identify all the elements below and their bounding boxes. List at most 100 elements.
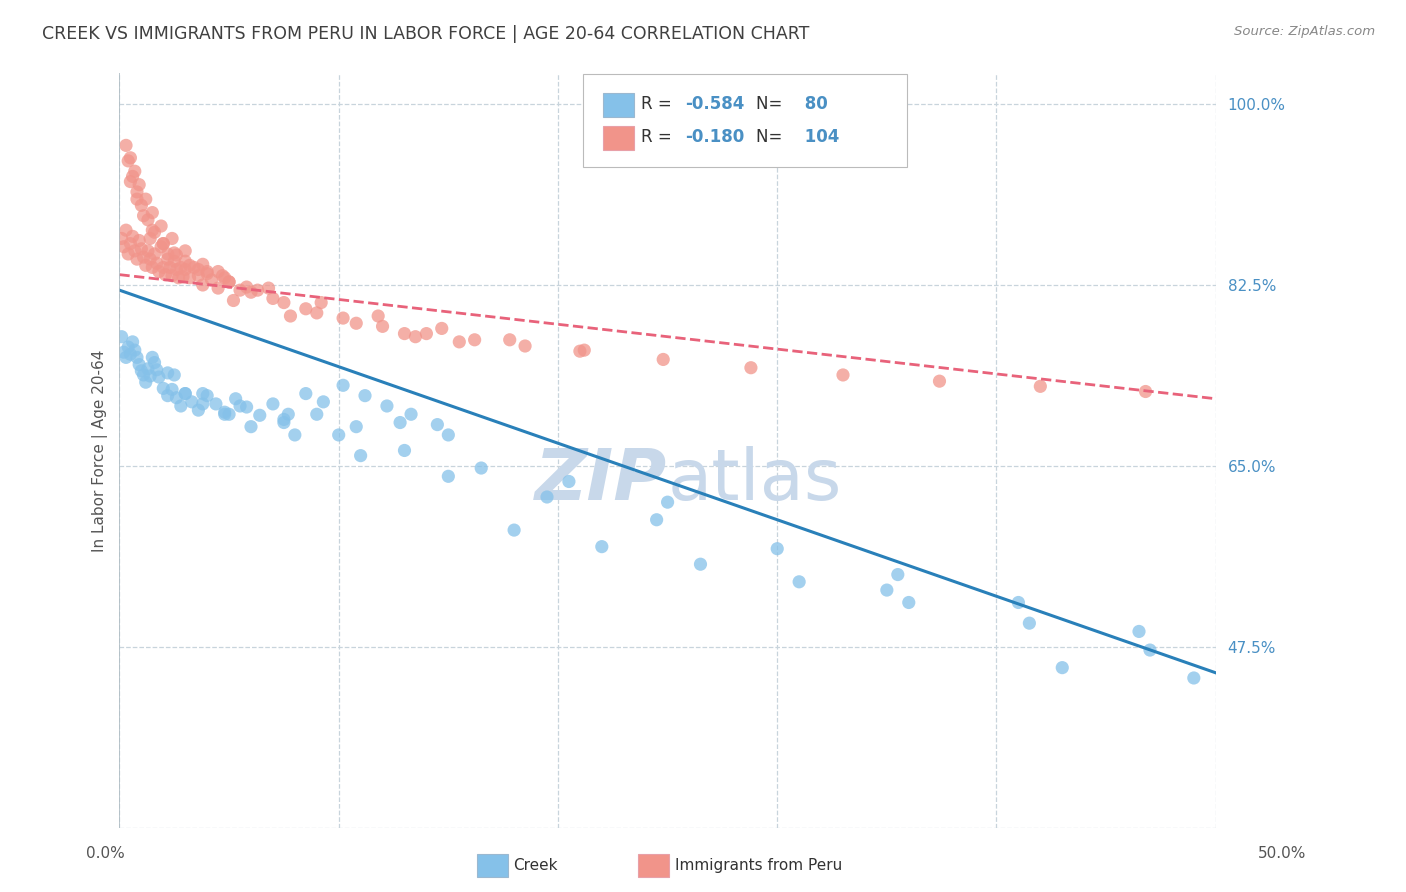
Point xyxy=(112,240,135,254)
Point xyxy=(536,490,558,504)
Point xyxy=(1029,379,1052,393)
Point xyxy=(415,326,437,341)
Point xyxy=(273,416,295,430)
Point xyxy=(121,229,143,244)
Point xyxy=(191,397,214,411)
Point xyxy=(200,273,222,287)
Point xyxy=(145,363,167,377)
Point xyxy=(115,138,138,153)
Point xyxy=(125,192,148,206)
Point xyxy=(143,225,166,239)
Point xyxy=(128,234,150,248)
Point xyxy=(214,405,236,419)
Point xyxy=(163,368,186,382)
Point xyxy=(464,333,486,347)
Point xyxy=(832,368,855,382)
Point xyxy=(240,419,263,434)
Point xyxy=(141,351,163,365)
Point xyxy=(235,400,257,414)
Point xyxy=(143,247,166,261)
Point xyxy=(191,386,214,401)
Point xyxy=(328,428,350,442)
Point xyxy=(214,270,236,285)
Point xyxy=(309,295,332,310)
Point xyxy=(170,399,193,413)
Point xyxy=(645,513,668,527)
Point xyxy=(150,240,173,254)
Point xyxy=(141,223,163,237)
Text: 80: 80 xyxy=(799,95,827,113)
Point xyxy=(156,247,179,261)
Point xyxy=(689,558,711,572)
Point xyxy=(503,523,526,537)
Point xyxy=(1128,624,1150,639)
Point xyxy=(876,583,898,598)
Point xyxy=(150,219,173,233)
Point xyxy=(740,360,762,375)
Point xyxy=(152,236,174,251)
Point xyxy=(305,407,328,421)
Point xyxy=(1182,671,1205,685)
Point xyxy=(257,281,280,295)
Text: Source: ZipAtlas.com: Source: ZipAtlas.com xyxy=(1234,25,1375,38)
Point xyxy=(125,351,148,365)
Point xyxy=(145,256,167,270)
Text: 0.0%: 0.0% xyxy=(86,846,125,861)
Point xyxy=(141,205,163,219)
Point xyxy=(125,185,148,199)
Point xyxy=(657,495,679,509)
Point xyxy=(437,469,460,483)
Point xyxy=(131,242,153,256)
Point xyxy=(1018,616,1040,631)
Point xyxy=(225,392,247,406)
Point xyxy=(120,151,142,165)
Point xyxy=(139,231,162,245)
Point xyxy=(136,361,159,376)
Text: N=: N= xyxy=(756,128,787,146)
Point xyxy=(449,334,471,349)
Y-axis label: In Labor Force | Age 20-64: In Labor Force | Age 20-64 xyxy=(93,350,108,551)
Point xyxy=(136,244,159,258)
Point xyxy=(170,260,193,275)
Point xyxy=(312,395,335,409)
Point xyxy=(165,391,187,405)
Point xyxy=(218,275,240,289)
Point xyxy=(277,407,299,421)
Point xyxy=(262,292,284,306)
Point xyxy=(120,175,142,189)
Point xyxy=(143,355,166,369)
Point xyxy=(187,262,209,277)
Point xyxy=(124,244,146,258)
Point xyxy=(115,351,138,365)
Point xyxy=(152,260,174,275)
Point xyxy=(172,269,194,284)
Point xyxy=(568,344,591,359)
Point xyxy=(160,231,183,245)
Text: Creek: Creek xyxy=(513,858,558,872)
Point xyxy=(222,293,245,308)
Point xyxy=(132,368,155,382)
Point xyxy=(187,268,209,283)
Point xyxy=(111,231,134,245)
Point xyxy=(430,321,453,335)
Text: Immigrants from Peru: Immigrants from Peru xyxy=(675,858,842,872)
Point xyxy=(426,417,449,432)
Point xyxy=(399,407,422,421)
Point xyxy=(155,268,177,282)
Point xyxy=(165,262,187,277)
Point xyxy=(1052,660,1074,674)
Point xyxy=(131,364,153,378)
Point xyxy=(156,252,179,267)
Text: -0.584: -0.584 xyxy=(685,95,744,113)
Point xyxy=(284,428,307,442)
Point xyxy=(132,250,155,264)
Text: R =: R = xyxy=(641,128,678,146)
Point xyxy=(214,407,236,421)
Point xyxy=(354,389,377,403)
Text: 104: 104 xyxy=(799,128,839,146)
Point xyxy=(174,244,197,258)
Point xyxy=(470,461,492,475)
Point xyxy=(273,412,295,426)
Point xyxy=(163,246,186,260)
Point xyxy=(229,399,252,413)
